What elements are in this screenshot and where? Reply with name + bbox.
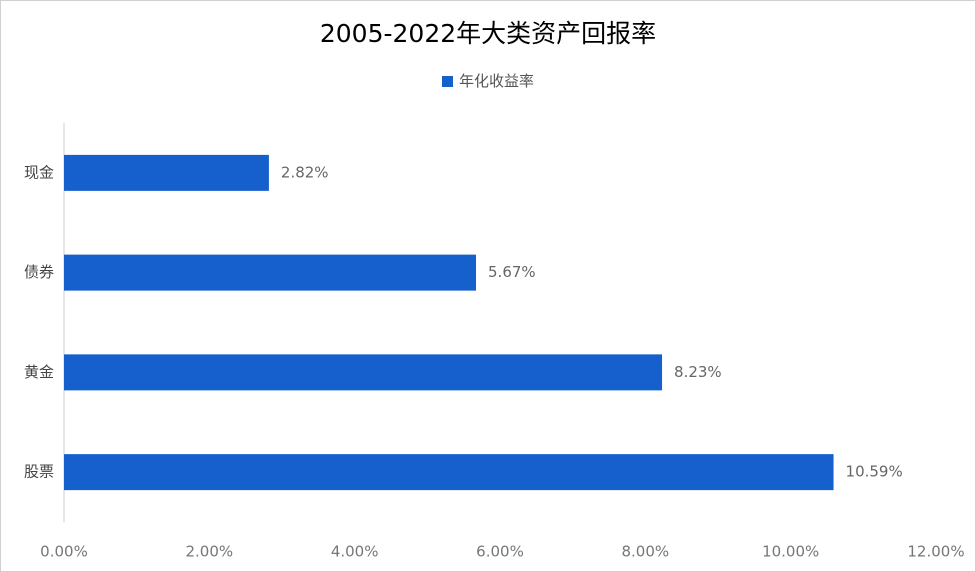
x-tick-label-4: 8.00% — [622, 543, 670, 561]
x-tick-label-0: 0.00% — [40, 543, 88, 561]
x-tick-label-1: 2.00% — [186, 543, 234, 561]
value-label-1: 5.67% — [488, 263, 536, 281]
bar-0 — [64, 154, 269, 191]
legend-label: 年化收益率 — [458, 72, 534, 90]
chart-legend: 年化收益率 — [0, 70, 976, 91]
category-label-2: 黄金 — [24, 363, 54, 381]
x-tick-label-2: 4.00% — [331, 543, 379, 561]
bar-1 — [64, 254, 477, 291]
value-label-2: 8.23% — [674, 363, 722, 381]
x-tick-label-5: 10.00% — [762, 543, 819, 561]
category-label-1: 债券 — [24, 263, 54, 281]
category-label-0: 现金 — [24, 163, 54, 181]
bar-3 — [64, 454, 834, 491]
x-tick-label-6: 12.00% — [907, 543, 964, 561]
value-label-0: 2.82% — [281, 163, 329, 181]
value-label-3: 10.59% — [846, 463, 903, 481]
legend-swatch — [441, 76, 453, 87]
x-tick-label-3: 6.00% — [476, 543, 524, 561]
category-label-3: 股票 — [24, 463, 54, 481]
chart-title: 2005-2022年大类资产回报率 — [319, 19, 657, 48]
bar-2 — [64, 354, 663, 391]
